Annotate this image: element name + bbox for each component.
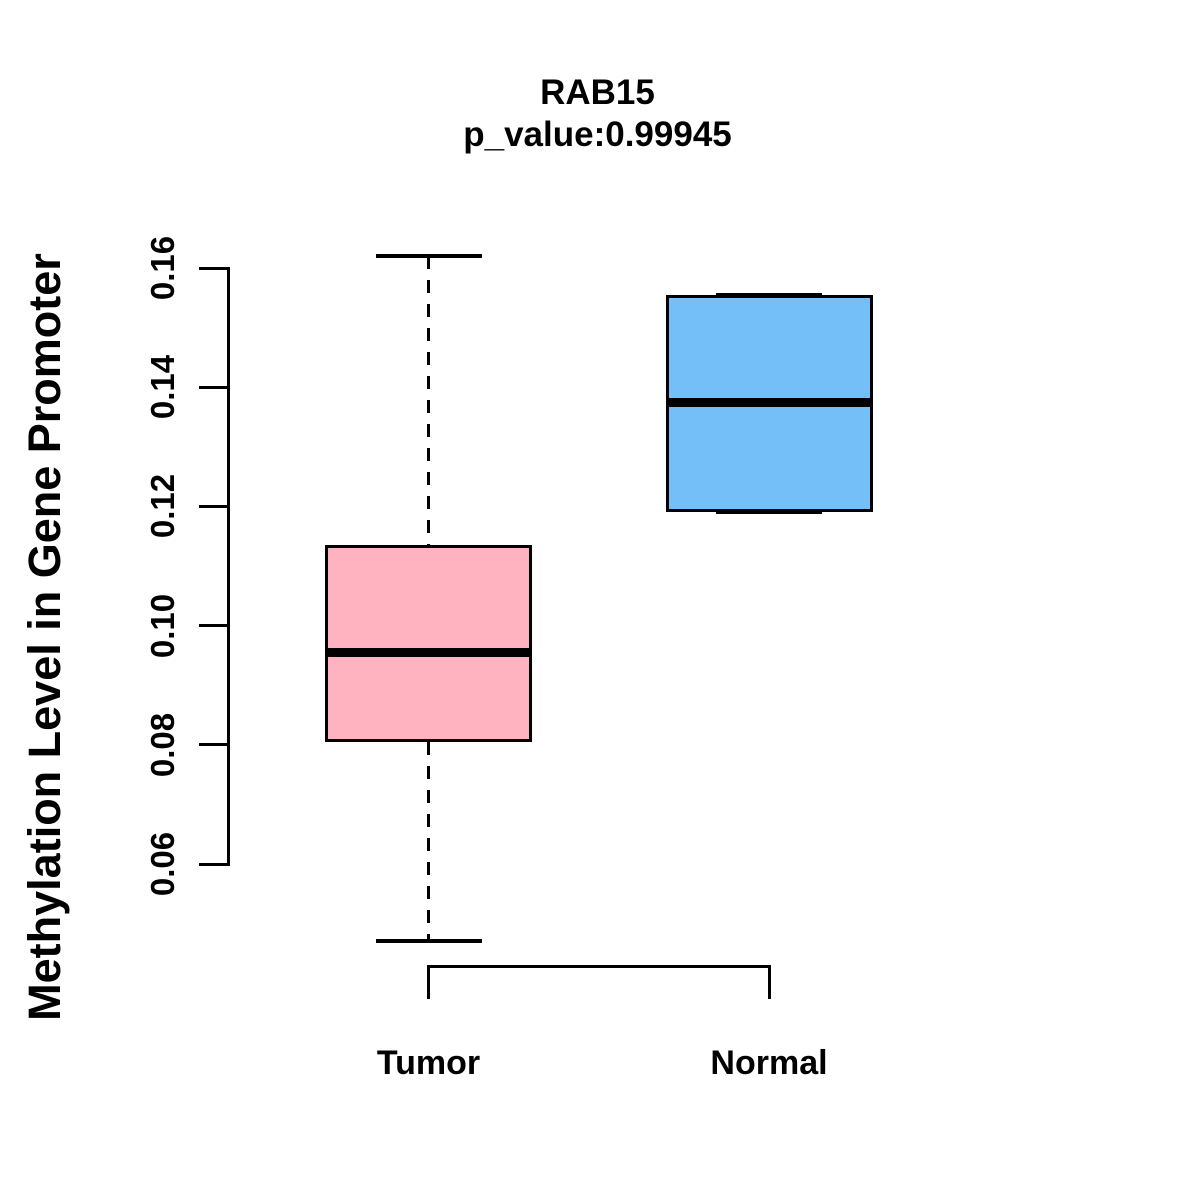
y-axis-tick-label: 0.06 [144,831,181,897]
box-tumor [325,545,532,742]
y-axis-tick-label: 0.12 [144,474,181,539]
x-axis-bracket-tick-1 [767,965,771,999]
chart-title-block: RAB15 p_value:0.99945 [230,72,965,156]
x-axis-bracket-tick-0 [427,965,430,999]
x-axis-label-tumor: Tumor [376,1044,481,1082]
whisker-cap-lower-tumor [375,939,482,944]
whisker-cap-upper-tumor [375,254,482,259]
y-axis-title: Methylation Level in Gene Promoter [19,253,70,1021]
median-line-tumor [328,647,529,657]
y-axis-tick [199,743,227,747]
whisker-lower-tumor [427,741,430,942]
y-axis-tick [199,862,227,866]
chart-subtitle: p_value:0.99945 [463,115,732,154]
chart-title: RAB15 [540,73,655,112]
y-axis-tick-label: 0.10 [144,593,181,658]
y-axis-tick [199,624,227,628]
y-axis-tick-label: 0.14 [144,355,181,420]
y-axis-line [227,266,230,866]
median-line-normal [668,397,870,407]
x-axis-label-normal: Normal [710,1044,828,1082]
x-axis-bracket [427,965,771,968]
whisker-upper-tumor [427,256,430,546]
y-axis-tick [199,266,227,270]
y-axis-tick [199,385,227,389]
y-axis-tick-label: 0.16 [144,235,181,301]
y-axis-tick [199,504,227,508]
y-axis-tick-label: 0.08 [144,712,181,777]
whisker-cap-lower-normal [716,510,822,515]
